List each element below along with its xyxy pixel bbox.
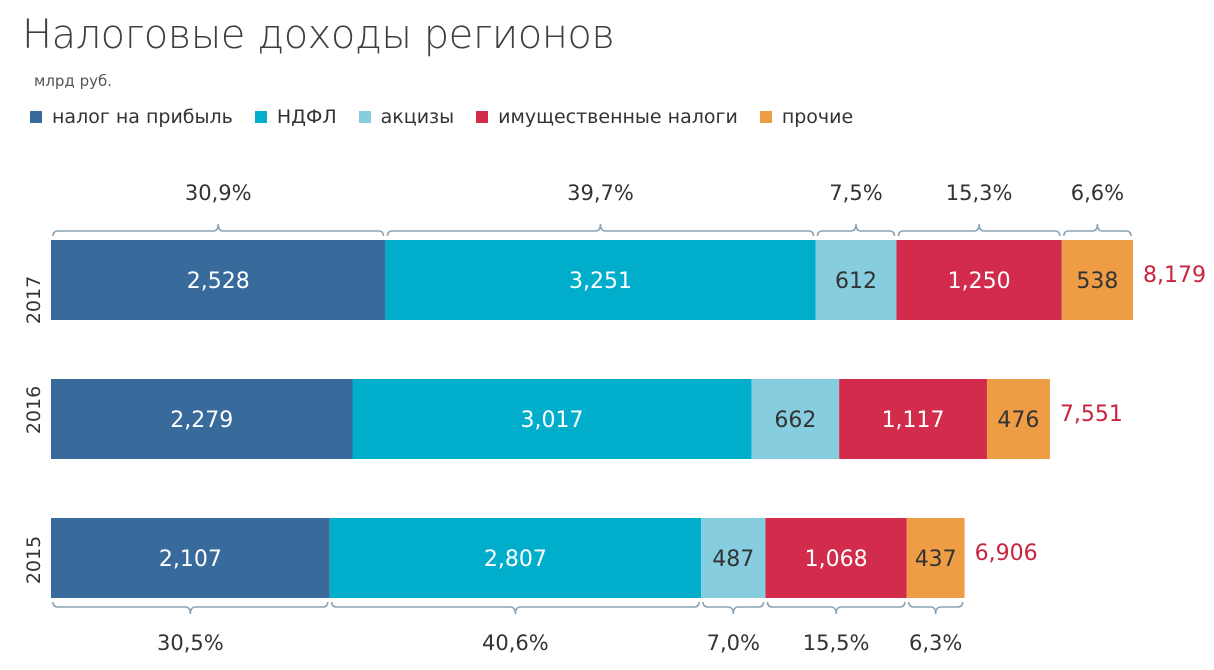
legend-swatch [476, 111, 489, 123]
share-bracket [766, 601, 906, 615]
share-label: 6,6% [1071, 181, 1124, 205]
chart-title: Налоговые доходы регионов [22, 12, 615, 58]
year-label: 2016 [23, 386, 45, 434]
total-label: 8,179 [1143, 263, 1206, 288]
data-label: 2,279 [170, 408, 233, 433]
year-label: 2015 [23, 536, 45, 584]
data-label: 3,017 [521, 408, 584, 433]
bar-segment [51, 379, 353, 459]
share-label: 30,5% [157, 631, 224, 655]
share-label: 40,6% [482, 631, 549, 655]
legend-label: имущественные налоги [498, 106, 738, 128]
data-label: 538 [1076, 269, 1118, 294]
data-label: 612 [835, 269, 877, 294]
data-label: 662 [774, 408, 816, 433]
legend-label: НДФЛ [276, 106, 337, 128]
share-bracket [897, 223, 1061, 237]
legend-label: налог на прибыль [52, 106, 233, 128]
bar-segment [839, 379, 987, 459]
share-bracket [816, 223, 896, 237]
bar-segment [906, 518, 965, 598]
bar-segment [385, 240, 816, 320]
unit-label: млрд руб. [34, 72, 112, 90]
legend-swatch [254, 111, 267, 123]
share-bracket [330, 601, 700, 615]
data-label: 437 [915, 547, 957, 572]
share-bracket [386, 223, 815, 237]
share-label: 15,3% [946, 181, 1013, 205]
share-label: 7,0% [707, 631, 760, 655]
legend-item: налог на прибыль [30, 106, 233, 128]
bar-segment [51, 240, 386, 320]
data-label: 1,250 [948, 269, 1011, 294]
legend-swatch [30, 111, 42, 123]
legend-item: прочие [759, 106, 854, 128]
legend-label: акцизы [380, 106, 455, 128]
bar-segment [352, 379, 752, 459]
bar-segment [986, 379, 1050, 459]
data-label: 1,068 [805, 547, 868, 572]
legend: налог на прибыль НДФЛ акцизы имущественные … [30, 106, 875, 128]
data-label: 3,251 [569, 269, 632, 294]
data-label: 1,117 [882, 408, 945, 433]
data-label: 476 [997, 408, 1039, 433]
share-label: 7,5% [829, 181, 882, 205]
share-bracket [52, 601, 329, 615]
share-label: 6,3% [909, 631, 962, 655]
bar-segment [329, 518, 702, 598]
bar-segment [765, 518, 907, 598]
bar-segment [896, 240, 1062, 320]
share-label: 39,7% [567, 181, 634, 205]
bar-segment [1061, 240, 1133, 320]
share-label: 15,5% [803, 631, 870, 655]
data-label: 2,528 [187, 269, 250, 294]
legend-item: акцизы [358, 106, 455, 128]
share-bracket [1063, 223, 1132, 237]
share-bracket [52, 223, 385, 237]
share-bracket [907, 601, 964, 615]
total-label: 6,906 [975, 541, 1038, 566]
bar-segment [701, 518, 766, 598]
year-label: 2017 [23, 276, 45, 324]
total-label: 7,551 [1060, 402, 1123, 427]
bar-segment [751, 379, 840, 459]
legend-swatch [759, 111, 772, 123]
data-label: 2,807 [484, 547, 547, 572]
legend-item: НДФЛ [254, 106, 337, 128]
bar-segment [51, 518, 330, 598]
data-label: 2,107 [159, 547, 222, 572]
legend-item: имущественные налоги [476, 106, 738, 128]
data-label: 487 [712, 547, 754, 572]
share-label: 30,9% [185, 181, 252, 205]
share-bracket [702, 601, 765, 615]
legend-swatch [358, 111, 371, 123]
legend-label: прочие [781, 106, 854, 128]
bar-segment [815, 240, 897, 320]
